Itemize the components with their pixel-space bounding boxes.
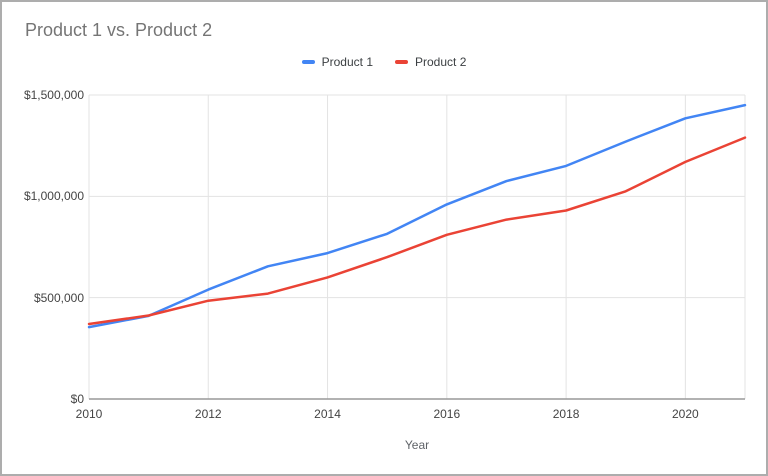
- legend-item-product-1[interactable]: Product 1: [301, 55, 373, 69]
- chart-title: Product 1 vs. Product 2: [25, 20, 213, 40]
- y-tick-label: $0: [70, 392, 84, 406]
- x-tick-label: 2014: [314, 407, 341, 421]
- legend-swatch-product-2: [395, 60, 408, 64]
- y-tick-label: $1,500,000: [23, 88, 84, 102]
- x-tick-label: 2020: [672, 407, 699, 421]
- legend: Product 1 Product 2: [0, 55, 768, 69]
- x-tick-label: 2012: [194, 407, 222, 421]
- legend-item-product-2[interactable]: Product 2: [395, 55, 466, 69]
- x-tick-label: 2010: [75, 407, 103, 421]
- series-line-1: [87, 103, 747, 329]
- x-tick-label: 2018: [552, 407, 580, 421]
- series-line-2: [87, 136, 747, 326]
- y-tick-label: $1,000,000: [23, 189, 84, 204]
- x-tick-label: 2016: [433, 407, 461, 421]
- y-tick-label: $500,000: [33, 290, 84, 305]
- x-axis-title: Year: [404, 438, 430, 452]
- legend-label-product-1: Product 1: [321, 55, 373, 69]
- legend-label-product-2: Product 2: [415, 55, 467, 69]
- legend-swatch-product-1: [301, 60, 315, 64]
